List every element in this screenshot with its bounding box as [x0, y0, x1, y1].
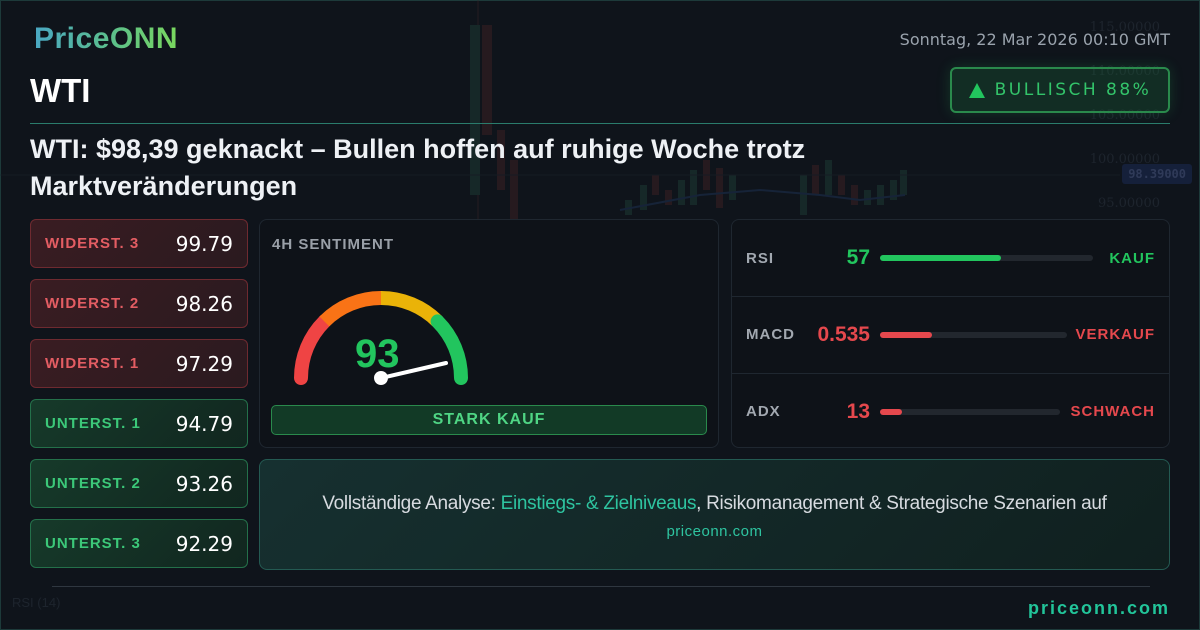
cta-link[interactable]: priceonn.com — [666, 523, 763, 540]
header-divider — [30, 123, 1170, 124]
indicators-panel: RSI 57 KAUF MACD 0.535 VERKAUF ADX 13 SC… — [731, 219, 1170, 448]
indicator-row-rsi: RSI 57 KAUF — [732, 220, 1169, 296]
timestamp: Sonntag, 22 Mar 2026 00:10 GMT — [899, 30, 1170, 49]
level-label: WIDERST. 3 — [45, 235, 140, 252]
indicator-bar — [880, 331, 1067, 338]
indicator-signal: VERKAUF — [1075, 326, 1155, 343]
indicator-value: 57 — [846, 246, 870, 269]
sentiment-badge: BULLISCH 88% — [950, 67, 1170, 113]
cta-text: Vollständige Analyse: Einstiegs- & Zieln… — [260, 493, 1169, 515]
indicator-signal: SCHWACH — [1070, 403, 1155, 420]
level-value: 93.26 — [175, 471, 233, 496]
gauge-needle — [379, 361, 448, 380]
sentiment-title: 4H SENTIMENT — [272, 236, 395, 253]
cta-panel: Vollständige Analyse: Einstiegs- & Zieln… — [259, 459, 1170, 570]
level-label: WIDERST. 2 — [45, 295, 140, 312]
indicator-bar — [880, 255, 1093, 261]
level-value: 97.29 — [175, 351, 233, 376]
headline: WTI: $98,39 geknackt – Bullen hoffen auf… — [30, 134, 806, 201]
level-label: WIDERST. 1 — [45, 355, 140, 372]
sentiment-verdict: STARK KAUF — [271, 405, 707, 435]
level-value: 94.79 — [175, 411, 233, 436]
resistance-level-1: WIDERST. 1 97.29 — [30, 339, 248, 388]
resistance-level-2: WIDERST. 2 98.26 — [30, 279, 248, 328]
footer-url[interactable]: priceonn.com — [1027, 598, 1170, 618]
sentiment-panel: 4H SENTIMENT 93 STARK KAUF — [259, 219, 719, 448]
indicator-name: MACD — [746, 326, 795, 343]
indicator-name: RSI — [746, 249, 775, 267]
indicator-value: 13 — [846, 399, 870, 423]
triangle-up-icon — [968, 82, 985, 98]
cta-highlight: Einstiegs- & Zielniveaus — [500, 493, 697, 514]
indicator-bar — [880, 408, 1060, 415]
footer-divider — [52, 586, 1150, 587]
level-label: UNTERST. 2 — [45, 475, 141, 492]
cta-suffix: , Risikomanagement & Strategische Szenar… — [696, 493, 1107, 514]
symbol-title: WTI — [30, 72, 91, 109]
sentiment-score: 93 — [355, 332, 400, 376]
level-label: UNTERST. 1 — [45, 415, 141, 432]
indicator-name: ADX — [746, 403, 781, 420]
indicator-row-adx: ADX 13 SCHWACH — [732, 373, 1169, 447]
resistance-level-3: WIDERST. 3 99.79 — [30, 219, 248, 268]
level-value: 98.26 — [175, 291, 233, 316]
level-value: 92.29 — [175, 531, 233, 556]
sentiment-gauge-icon — [293, 290, 469, 385]
support-level-2: UNTERST. 2 93.26 — [30, 459, 248, 508]
support-level-1: UNTERST. 1 94.79 — [30, 399, 248, 448]
brand-logo: PriceONN — [34, 22, 179, 55]
support-level-3: UNTERST. 3 92.29 — [30, 519, 248, 568]
indicator-signal: KAUF — [1109, 249, 1155, 267]
levels-list: WIDERST. 3 99.79 WIDERST. 2 98.26 WIDERS… — [30, 219, 248, 579]
indicator-row-macd: MACD 0.535 VERKAUF — [732, 296, 1169, 372]
level-value: 99.79 — [175, 231, 233, 256]
sentiment-badge-label: BULLISCH 88% — [994, 80, 1152, 100]
level-label: UNTERST. 3 — [45, 535, 141, 552]
cta-prefix: Vollständige Analyse: — [322, 493, 501, 514]
indicator-value: 0.535 — [817, 322, 870, 346]
